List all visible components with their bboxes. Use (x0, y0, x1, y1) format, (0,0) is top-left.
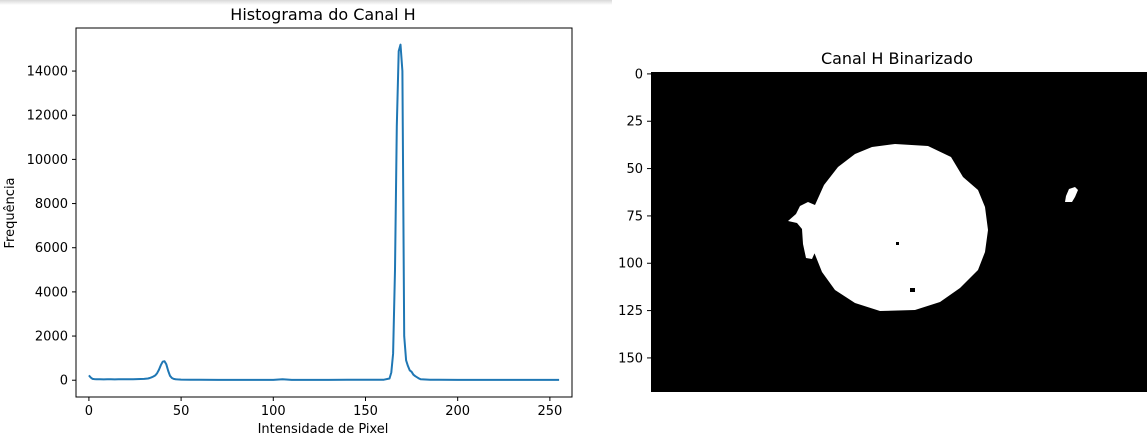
binarized-hole (910, 288, 915, 292)
histogram-ylabel: Frequência (3, 177, 18, 248)
histogram-y-tick-label: 0 (60, 374, 68, 389)
histogram-x-tick-label: 100 (261, 404, 286, 419)
histogram-y-tick-label: 14000 (27, 65, 68, 80)
binarized-y-tick-label: 0 (635, 67, 643, 82)
histogram-y-tick-label: 12000 (27, 109, 68, 124)
binarized-image (651, 72, 1147, 392)
histogram-x-tick-label: 50 (173, 404, 190, 419)
histogram-series-line (88, 43, 560, 381)
binarized-y-tick-label: 25 (626, 115, 643, 130)
histogram-xlabel: Intensidade de Pixel (258, 422, 389, 437)
histogram-plot-frame (75, 27, 573, 398)
histogram-x-tick-label: 200 (445, 404, 470, 419)
histogram-y-tick-label: 4000 (35, 285, 68, 300)
binarized-right-speck (1065, 187, 1078, 202)
binarized-y-tick-label: 50 (626, 162, 643, 177)
histogram-y-tick-label: 6000 (35, 241, 68, 256)
binarized-hole (896, 242, 899, 245)
binarized-left-fragment (788, 202, 816, 259)
binarized-main-blob (813, 144, 988, 311)
histogram-title: Histograma do Canal H (230, 5, 415, 24)
binarized-panel: Canal H Binarizado 0 25 50 75 100 125 150 (618, 49, 1147, 392)
histogram-y-tick-label: 2000 (35, 330, 68, 345)
binarized-title: Canal H Binarizado (821, 49, 973, 68)
window-top-shadow (0, 0, 612, 5)
histogram-panel: Histograma do Canal H Intensidade de Pix… (3, 5, 573, 437)
binarized-y-tick-label: 100 (618, 257, 643, 272)
binarized-y-tick-label: 150 (618, 351, 643, 366)
histogram-y-tick-label: 8000 (35, 197, 68, 212)
binarized-y-tick-label: 75 (626, 209, 643, 224)
histogram-x-tick-label: 250 (537, 404, 562, 419)
histogram-y-tick-label: 10000 (27, 153, 68, 168)
binarized-y-tick-label: 125 (618, 304, 643, 319)
histogram-x-tick-label: 0 (85, 404, 93, 419)
histogram-x-tick-label: 150 (353, 404, 378, 419)
